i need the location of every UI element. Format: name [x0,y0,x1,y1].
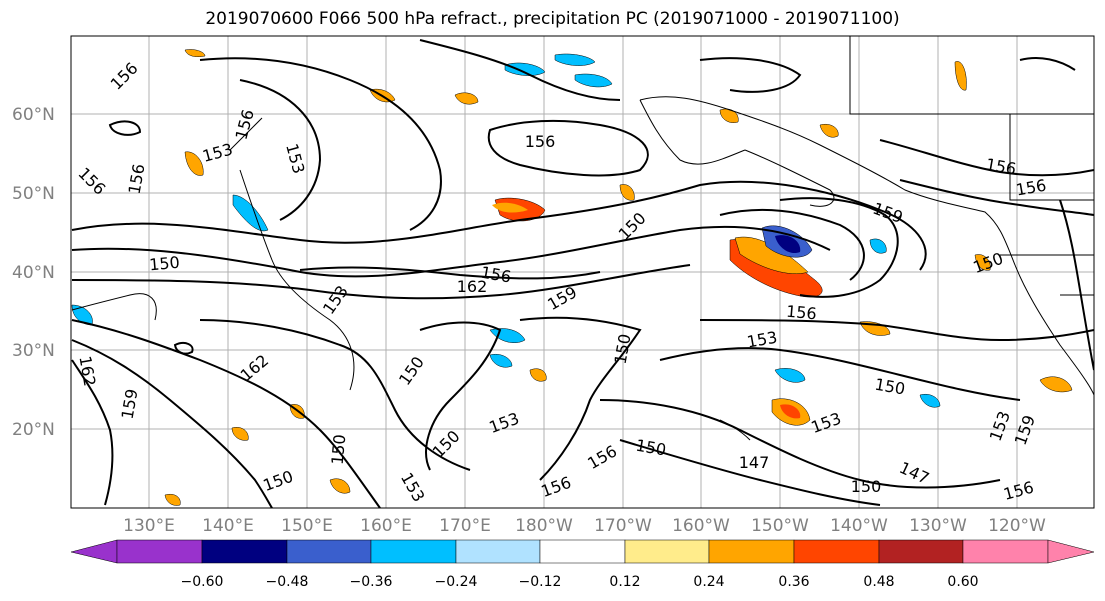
colorbar-bin [793,539,880,564]
colorbar-bin [624,539,710,564]
map-title: 2019070600 F066 500 hPa refract., precip… [205,9,900,29]
lon-label: 140°W [830,516,888,536]
contour-label: 156 [525,132,556,151]
lon-label: 130°E [123,516,175,536]
colorbar-bin [962,539,1049,564]
colorbar-bin [116,539,203,564]
lat-label: 60°N [12,105,55,125]
lat-label: 30°N [12,341,55,361]
lat-label: 40°N [12,263,55,283]
colorbar-tick: 0.12 [609,574,640,590]
colorbar-tick: 0.60 [947,574,978,590]
colorbar-tick: −0.24 [435,574,478,590]
contour-label: 162 [457,277,488,296]
colorbar-tick: −0.36 [350,574,393,590]
refractivity-contours [71,39,1094,508]
colorbar-tick: 0.36 [778,574,809,590]
contour-label: 147 [739,453,770,472]
lat-axis: 60°N 50°N 40°N 30°N 20°N [12,105,55,440]
colorbar-bin [539,539,626,564]
lon-label: 150°W [751,516,809,536]
contour-label: 150 [148,253,180,275]
lat-label: 20°N [12,420,55,440]
lon-label: 140°E [202,516,254,536]
lon-label: 120°W [988,516,1046,536]
lon-label: 170°E [439,516,491,536]
colorbar-bin [878,539,964,564]
lon-axis: 130°E 140°E 150°E 160°E 170°E 180°W 170°… [123,516,1046,536]
colorbar-extend-high [1047,539,1095,564]
lon-label: 160°W [672,516,730,536]
colorbar-tick: 0.24 [693,574,724,590]
colorbar-ticks: −0.60 −0.48 −0.36 −0.24 −0.12 0.12 0.24 … [181,574,979,590]
contour-label: 150 [328,433,350,465]
colorbar-tick: −0.12 [519,574,562,590]
colorbar-extend-low [70,539,118,564]
lon-label: 180°W [515,516,573,536]
colorbar-bin [455,539,541,564]
colorbar-tick: 0.48 [863,574,894,590]
colorbar [70,539,1095,564]
plot-frame [70,35,1095,509]
lon-label: 130°W [909,516,967,536]
colorbar-bin [201,539,288,564]
contour-label: 156 [785,302,817,324]
lon-label: 160°E [360,516,412,536]
colorbar-bin [370,539,457,564]
colorbar-bin [708,539,795,564]
colorbar-tick: −0.60 [181,574,224,590]
lon-label: 170°W [594,516,652,536]
precipitation-shading [71,49,1073,506]
colorbar-bin [286,539,372,564]
contour-label: 150 [851,477,882,496]
lat-label: 50°N [12,184,55,204]
lon-label: 150°E [281,516,333,536]
colorbar-tick: −0.48 [266,574,309,590]
